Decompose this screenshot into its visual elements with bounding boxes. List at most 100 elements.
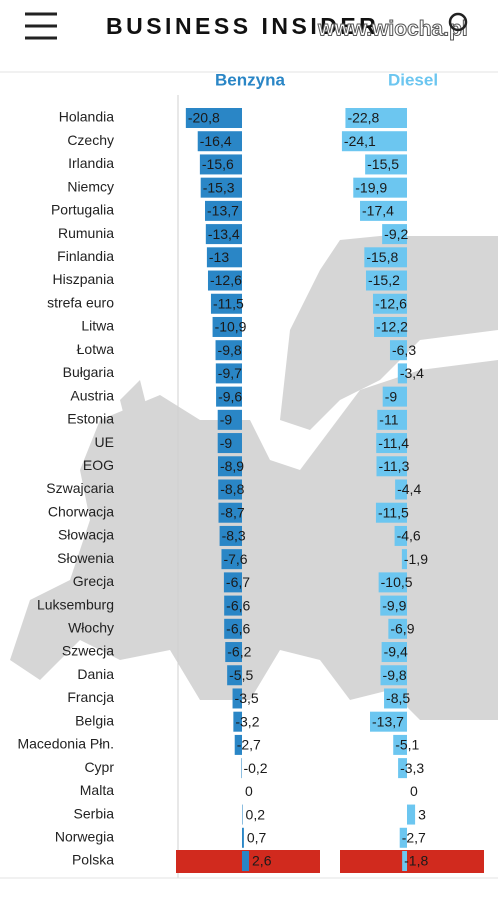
bar [241, 758, 242, 779]
bar [360, 200, 407, 221]
bar [205, 224, 242, 245]
bar [397, 363, 407, 384]
value-label: 0,7 [247, 829, 267, 845]
value-label: -13,7 [372, 713, 404, 729]
bar [364, 247, 407, 268]
value-label: -11 [379, 412, 398, 428]
value-label: -8,7 [221, 504, 245, 520]
bar [377, 409, 407, 430]
bar [242, 827, 244, 848]
value-label: -12,6 [210, 272, 242, 288]
value-label: -15,6 [202, 156, 234, 172]
category-label: Bułgaria [63, 364, 115, 380]
bar [215, 363, 242, 384]
value-label: -13,4 [208, 226, 240, 242]
watermark: www.wiocha.pl [317, 18, 468, 41]
bar [388, 618, 407, 639]
bar [224, 618, 242, 639]
value-label: -5,5 [229, 667, 253, 683]
value-label: -3,3 [400, 760, 424, 776]
bar [378, 572, 407, 593]
legend-label: Benzyna [215, 70, 285, 89]
bar [389, 340, 407, 361]
bar [205, 200, 242, 221]
bar [217, 433, 242, 454]
value-label: -9,4 [384, 644, 408, 660]
value-label: -13,7 [207, 203, 239, 219]
value-label: -11,5 [213, 295, 244, 311]
category-label: Cypr [84, 759, 114, 775]
bar [215, 340, 242, 361]
value-label: -9,8 [218, 342, 242, 358]
value-label: -9 [385, 388, 398, 404]
menu-icon[interactable] [25, 12, 57, 40]
bar [185, 108, 242, 128]
bar [380, 665, 407, 686]
value-label: 3 [418, 806, 426, 822]
category-label: Hiszpania [53, 271, 115, 287]
category-label: Dania [77, 666, 114, 682]
bar [225, 642, 242, 663]
bar [216, 386, 242, 407]
bar [394, 525, 407, 546]
value-label: -16,4 [200, 133, 232, 149]
value-label: -6,6 [226, 621, 250, 637]
value-label: -8,8 [220, 481, 244, 497]
bar [227, 665, 242, 686]
category-label: Rumunia [58, 225, 114, 241]
value-label: -7,6 [223, 551, 247, 567]
site-title: BUSINESS INSIDER [106, 13, 379, 39]
value-label: 2,6 [252, 853, 272, 869]
value-label: 0,2 [246, 806, 266, 822]
bar [395, 479, 407, 500]
bar [232, 688, 242, 709]
value-label: -2,7 [237, 737, 261, 753]
category-label: Słowenia [57, 550, 114, 566]
value-label: -4,6 [397, 528, 421, 544]
bar [382, 224, 407, 245]
value-label: 0 [245, 783, 253, 799]
legend-label: Diesel [388, 70, 438, 89]
value-label: -9,8 [383, 667, 407, 683]
value-label: -8,5 [386, 690, 410, 706]
value-label: -10,5 [381, 574, 413, 590]
bar [407, 804, 416, 825]
value-label: -15,2 [368, 272, 400, 288]
category-label: Luksemburg [37, 596, 114, 612]
bar [200, 177, 242, 198]
value-label: -1,8 [404, 853, 428, 869]
bar [372, 293, 407, 314]
value-label: -9 [220, 412, 233, 428]
value-label: -6,9 [390, 621, 414, 637]
value-label: -22,8 [347, 110, 379, 126]
value-label: -6,3 [392, 342, 416, 358]
bar [223, 572, 242, 593]
category-label: Belgia [75, 712, 114, 728]
category-label: Finlandia [57, 248, 114, 264]
bar [217, 409, 242, 430]
bar [402, 851, 407, 871]
category-label: Austria [70, 387, 114, 403]
value-label: -3,2 [235, 713, 259, 729]
bar [365, 154, 407, 175]
category-label: Macedonia Płn. [17, 736, 114, 752]
category-label: Holandia [59, 109, 114, 125]
bar [380, 595, 407, 616]
bar [382, 386, 407, 407]
category-label: Grecja [73, 573, 114, 589]
value-label: -8,3 [222, 528, 246, 544]
category-label: Polska [72, 852, 114, 868]
value-label: -4,4 [397, 481, 421, 497]
bar [207, 270, 242, 291]
search-icon[interactable] [448, 12, 468, 32]
value-label: -6,7 [226, 574, 250, 590]
bar [370, 711, 407, 732]
value-label: -9,2 [384, 226, 408, 242]
value-label: -9,7 [218, 365, 242, 381]
bar [218, 479, 242, 500]
bar [210, 293, 242, 314]
highlight-row [340, 850, 484, 873]
bar [218, 502, 242, 523]
value-label: -9,9 [382, 597, 406, 613]
